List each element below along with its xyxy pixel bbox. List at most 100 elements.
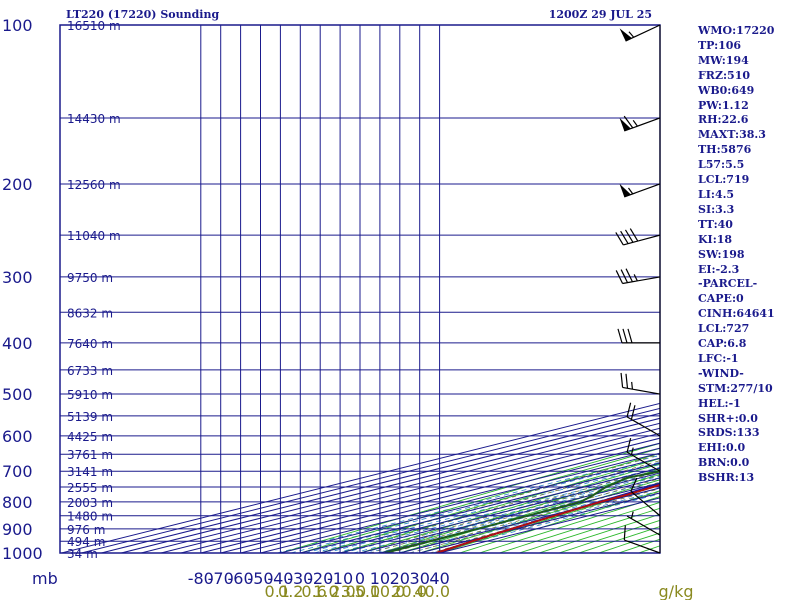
- mixing-ratio-line: [397, 484, 660, 553]
- wind-barb: [626, 437, 661, 472]
- wind-barb-shaft: [622, 386, 661, 395]
- index-item: SRDS:133: [698, 426, 760, 440]
- index-item: -WIND-: [698, 366, 744, 380]
- wind-barb-flag: [615, 270, 624, 284]
- index-item: WMO:17220: [698, 24, 775, 37]
- pressure-tick-label: 1000: [2, 544, 43, 563]
- temperature-tick-label: -40: [267, 569, 293, 588]
- index-item: CINH:64641: [698, 307, 775, 321]
- moist-adiabat-line: [379, 474, 660, 553]
- temperature-tick-label: -60: [228, 569, 254, 588]
- isotherm-line: [240, 447, 660, 553]
- wind-barb-flag: [625, 268, 633, 283]
- wind-barb: [617, 328, 660, 344]
- temperature-tick-label: -70: [208, 569, 234, 588]
- index-item: STM:277/10: [698, 381, 773, 395]
- height-label: 12560 m: [67, 178, 121, 192]
- height-label: 1480 m: [67, 510, 113, 524]
- mixing-ratio-label: 40.0: [414, 582, 450, 600]
- isotherm-line: [260, 452, 660, 553]
- mixing-ratio-label: 5.0: [355, 582, 380, 600]
- wind-barb-flag: [617, 328, 623, 344]
- index-item: HEL:-1: [698, 396, 741, 410]
- mixing-ratio-label: 20.0: [391, 582, 427, 600]
- wind-barb-half-flag: [628, 31, 635, 38]
- index-item: RH:22.6: [698, 113, 749, 127]
- wind-barb: [619, 183, 661, 198]
- temperature-tick-label: 0: [355, 569, 365, 588]
- wind-barb-half-flag: [631, 381, 634, 390]
- index-item: SI:3.3: [698, 202, 735, 216]
- wind-barb-shaft: [624, 539, 661, 554]
- isotherm-line: [180, 432, 660, 553]
- index-item: BRN:0.0: [698, 456, 750, 470]
- isotherm-line: [140, 422, 660, 553]
- height-label: 8632 m: [67, 306, 113, 320]
- wind-barb-shaft: [630, 490, 661, 517]
- index-item: TH:5876: [698, 143, 752, 157]
- sounding-time: 1200Z 29 JUL 25: [548, 8, 652, 21]
- isotherm-line: [121, 417, 660, 553]
- wind-barb-flag: [626, 402, 632, 418]
- wind-barb: [623, 525, 661, 554]
- index-item: MAXT:38.3: [698, 128, 766, 142]
- mixing-ratio-line: [432, 493, 660, 553]
- index-item: EI:-2.3: [698, 262, 740, 276]
- isotherm-line: [220, 442, 660, 553]
- isotherm-line: [61, 402, 660, 553]
- height-label: 16510 m: [67, 19, 121, 33]
- index-item: SHR+:0.0: [698, 411, 758, 425]
- wind-barb-half-flag: [627, 187, 634, 195]
- wind-barb-flag: [620, 230, 629, 244]
- pressure-tick-label: 500: [2, 385, 33, 404]
- pressure-tick-label: 900: [2, 520, 33, 539]
- mixing-ratio-label: 0.1: [265, 582, 290, 600]
- index-item: TT:40: [698, 217, 733, 231]
- height-label: 9750 m: [67, 271, 113, 285]
- temperature-trace: [435, 483, 660, 553]
- isotherm-line: [280, 457, 660, 553]
- wind-barb-flag: [620, 269, 629, 283]
- sounding-station-title: LT220 (17220) Sounding: [66, 8, 220, 21]
- index-item: BSHR:13: [698, 471, 755, 485]
- wind-barb-shaft: [622, 276, 661, 285]
- temperature-tick-label: -50: [247, 569, 273, 588]
- index-item: FRZ:510: [698, 68, 751, 82]
- pressure-tick-label: 300: [2, 268, 33, 287]
- wind-barb-pennant: [619, 117, 631, 131]
- isotherm-line: [200, 437, 660, 553]
- temperature-tick-label: 10: [370, 569, 390, 588]
- index-item: LCL:719: [698, 173, 750, 187]
- index-item: KI:18: [698, 232, 733, 246]
- temperature-tick-label: 40: [429, 569, 449, 588]
- index-item: TP:106: [698, 38, 742, 52]
- stability-indices-list: WMO:17220 TP:106 MW:194 FRZ:510 WB0:649 PW:1.…: [698, 24, 775, 486]
- mixing-ratio-label: 10.0: [370, 582, 406, 600]
- wind-barb-shaft: [626, 451, 661, 472]
- wind-barb: [630, 477, 661, 517]
- height-label: 2555 m: [67, 481, 113, 495]
- plot-area: [60, 25, 660, 553]
- pressure-tick-label: 700: [2, 462, 33, 481]
- height-label: 6733 m: [67, 364, 113, 378]
- height-label: 4425 m: [67, 430, 113, 444]
- isotherm-line: [160, 427, 660, 553]
- wind-barb: [615, 228, 661, 246]
- height-label: 2003 m: [67, 496, 113, 510]
- index-item: SW:198: [698, 247, 745, 261]
- wind-barb-half-flag: [630, 447, 634, 455]
- wind-barb-flag: [624, 229, 634, 243]
- pressure-tick-label: 600: [2, 427, 33, 446]
- wind-barb-flag: [623, 115, 634, 129]
- temperature-tick-label: 20: [390, 569, 410, 588]
- wind-barb-flag: [630, 477, 638, 492]
- wind-barb: [619, 24, 661, 42]
- wind-barb-flag: [627, 328, 633, 344]
- height-label: 494 m: [67, 535, 105, 549]
- height-label: 11040 m: [67, 229, 121, 243]
- mixing-ratio-label: 2.0: [330, 582, 355, 600]
- temperature-tick-label: -80: [188, 569, 214, 588]
- wind-barb-half-flag: [632, 119, 638, 127]
- index-item: LI:4.5: [698, 187, 735, 201]
- index-item: -PARCEL-: [698, 277, 758, 291]
